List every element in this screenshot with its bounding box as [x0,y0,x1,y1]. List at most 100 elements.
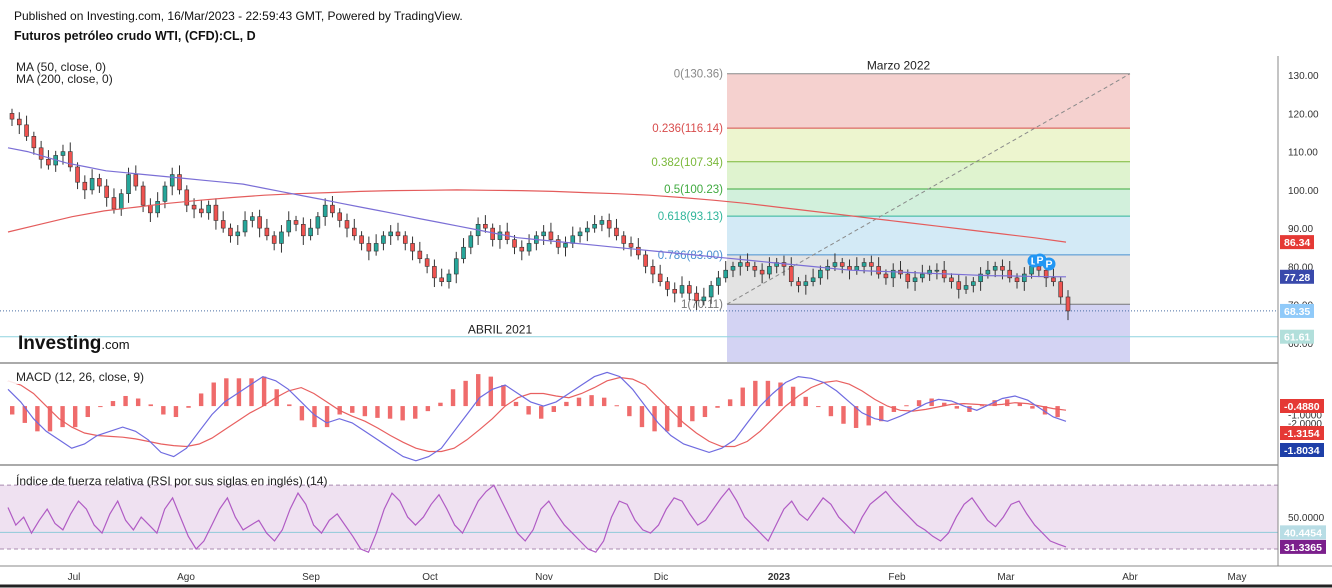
candle-body [498,232,502,240]
candle-body [651,266,655,274]
candle-body [716,278,720,286]
macd-histogram-bar [501,385,505,406]
candle-body [258,217,262,228]
logo-suffix: .com [101,337,129,352]
candle-body [614,228,618,236]
candle-body [571,236,575,244]
macd-histogram-bar [287,404,291,406]
time-tick-label: Nov [535,572,553,583]
rsi-band [0,485,1278,549]
rsi-title: Índice de fuerza relativa (RSI por sus s… [16,473,327,488]
macd-histogram-bar [741,388,745,407]
candle-body [513,240,517,248]
macd-histogram-bar [640,406,644,427]
candle-body [622,236,626,244]
logo-name: Investing [18,333,101,354]
candle-body [549,232,553,240]
fib-zone [727,304,1130,362]
macd-histogram-bar [212,383,216,407]
candle-body [556,240,560,248]
candle-body [265,228,269,236]
candle-body [316,217,320,228]
time-tick-label: Sep [302,572,320,583]
candle-body [1015,278,1019,282]
time-tick-label: May [1228,572,1247,583]
fib-level-label: 0.382(107.34) [651,157,723,169]
macd-histogram-bar [363,406,367,416]
candle-body [112,198,116,209]
macd-pane[interactable]: MACD (12, 26, close, 9) [8,368,1066,461]
macd-histogram-bar [10,406,14,414]
time-axis[interactable]: Jul Ago Sep Oct Nov Dic 2023 Feb Mar Abr May [68,572,1247,583]
time-tick-label: Feb [888,572,906,583]
time-tick-label: Mar [997,572,1015,583]
macd-histogram-bar [728,399,732,406]
candle-body [214,205,218,220]
candle-body [381,236,385,244]
candle-body [680,286,684,294]
candle-body [957,282,961,290]
candle-body [294,220,298,224]
candle-body [105,186,109,197]
candle-body [389,232,393,236]
macd-badge-label: -1.3154 [1284,428,1320,440]
candle-body [767,266,771,274]
fib-level-label: 0.236(116.14) [652,123,723,135]
macd-histogram-bar [161,406,165,414]
candle-body [920,274,924,278]
candle-body [644,255,648,266]
macd-histogram-bar [451,389,455,406]
fib-level-label: 0(130.36) [674,69,723,81]
rsi-badge-label: 31.3365 [1284,542,1322,554]
candle-body [309,228,313,236]
macd-histogram-bar [60,406,64,427]
price-tick-label: 120.00 [1288,109,1319,120]
macd-histogram-bar [136,399,140,407]
macd-histogram-bar [564,402,568,406]
candle-body [695,293,699,301]
candle-body [440,278,444,282]
macd-histogram-bar [879,406,883,421]
candle-body [243,220,247,231]
candle-body [469,236,473,247]
candle-body [804,282,808,286]
candle-body [323,205,327,216]
price-badge-label: 61.61 [1284,332,1310,344]
macd-histogram-bar [526,406,530,414]
candle-body [578,232,582,236]
macd-histogram-bar [816,406,820,407]
candle-body [687,286,691,294]
price-pane[interactable]: 0(130.36) 0.236(116.14) 0.382(107.34) 0.5(1… [0,59,1278,362]
macd-histogram-bar [1030,406,1034,409]
candle-body [993,266,997,270]
candle-body [629,243,633,247]
candle-body [279,232,283,243]
candle-body [163,186,167,201]
candle-body [564,243,568,247]
macd-histogram-bar [665,406,669,431]
candle-body [731,266,735,270]
macd-signal-line [8,378,1066,452]
candle-body [884,274,888,278]
candle-body [1037,266,1041,270]
candle-body [906,274,910,282]
candle-body [913,278,917,282]
macd-histogram-bar [438,403,442,406]
candle-body [46,159,50,165]
macd-histogram-bar [602,398,606,406]
fib-zone [727,189,1130,216]
macd-histogram-bar [804,397,808,406]
candle-body [396,232,400,236]
candle-body [141,186,145,205]
candle-body [207,205,211,213]
candle-body [425,259,429,267]
fib-zone [727,128,1130,162]
macd-histogram-bar [111,401,115,406]
candle-body [935,270,939,271]
rsi-pane[interactable]: Índice de fuerza relativa (RSI por sus s… [0,473,1278,552]
candle-body [83,182,87,190]
macd-histogram-bar [577,398,581,406]
candle-body [330,205,334,213]
price-axis[interactable]: 130.00120.00110.00100.0090.0080.0070.006… [1280,71,1326,554]
